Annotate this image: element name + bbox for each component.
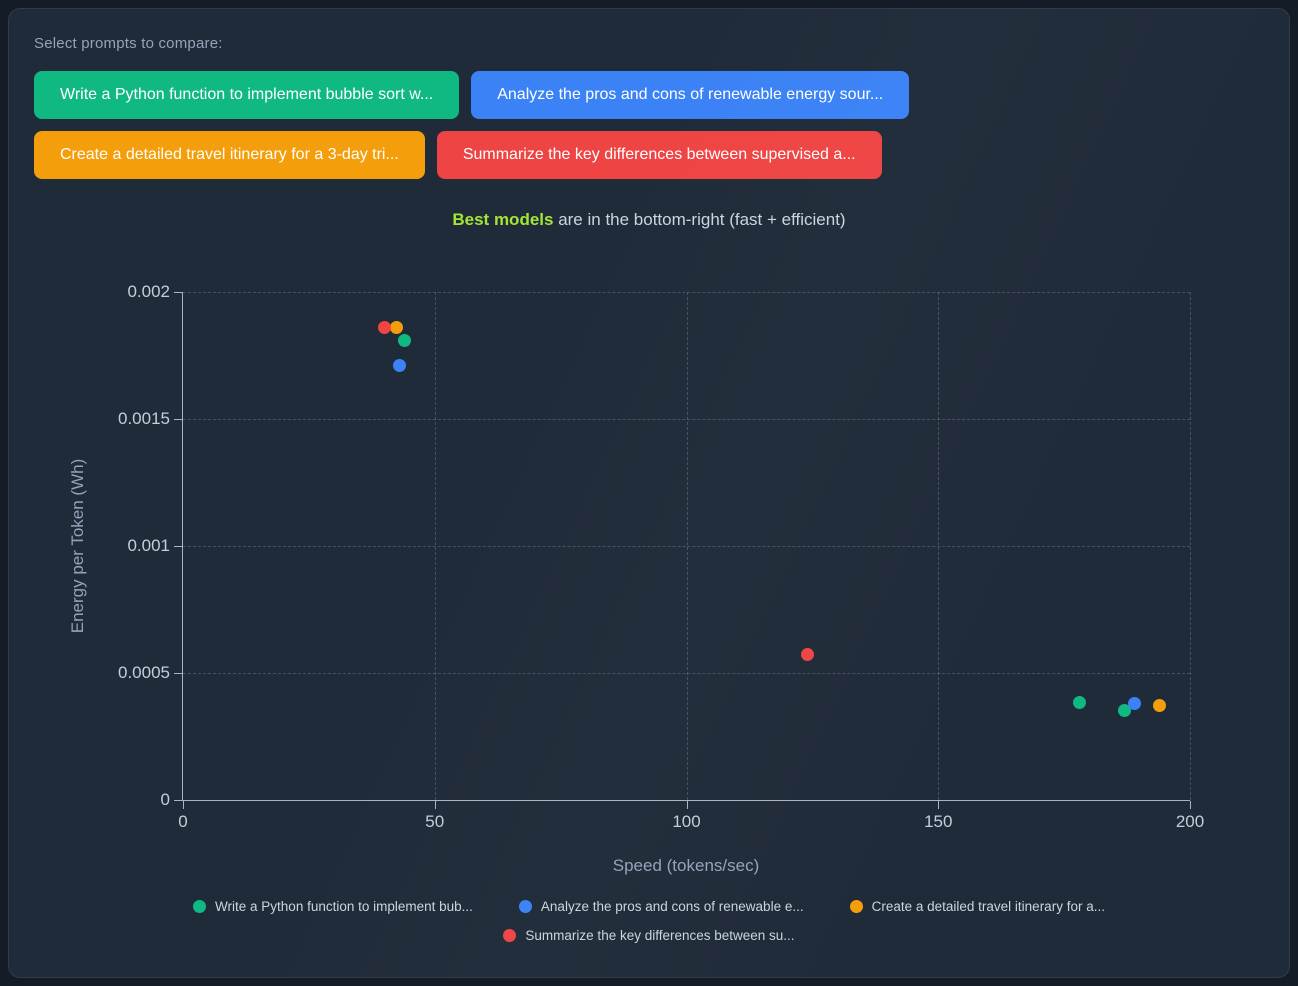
prompt-button-supervised-learning[interactable]: Summarize the key differences between su…	[436, 131, 882, 179]
legend-label: Write a Python function to implement bub…	[215, 899, 473, 914]
legend-swatch	[193, 900, 207, 913]
grid-line-horizontal	[183, 673, 1190, 674]
subtitle-rest: are in the bottom-right (fast + efficien…	[553, 210, 846, 229]
grid-line-vertical	[938, 292, 940, 800]
grid-line-vertical	[434, 292, 436, 800]
grid-line-vertical	[686, 292, 688, 800]
legend-item: Analyze the pros and cons of renewable e…	[518, 899, 804, 914]
y-tick	[174, 419, 182, 420]
x-tick-label: 0	[178, 812, 188, 831]
legend-swatch	[849, 900, 863, 913]
x-tick-label: 100	[672, 812, 701, 831]
legend-label: Create a detailed travel itinerary for a…	[871, 899, 1105, 914]
data-point	[1118, 703, 1132, 717]
subtitle-highlight: Best models	[452, 210, 554, 229]
select-prompts-label: Select prompts to compare:	[34, 35, 223, 52]
prompt-button-travel-itinerary[interactable]: Create a detailed travel itinerary for a…	[34, 131, 425, 179]
legend-item: Write a Python function to implement bub…	[193, 899, 473, 914]
grid-line-horizontal	[183, 292, 1190, 293]
data-point	[393, 359, 406, 373]
y-tick	[174, 800, 182, 801]
prompt-button-row-1: Write a Python function to implement bub…	[34, 71, 910, 119]
y-tick	[174, 673, 182, 674]
data-point	[800, 647, 814, 661]
grid-line-vertical	[1190, 292, 1191, 800]
grid-line-horizontal	[183, 546, 1190, 547]
x-tick-label: 150	[924, 812, 953, 831]
plot-area: 0 50 100 150 200 0 0.0005 0.001 0.0015 0.002	[118, 282, 1204, 831]
prompt-button-renewable-energy[interactable]: Analyze the pros and cons of renewable e…	[471, 71, 910, 119]
x-tick	[938, 801, 940, 809]
app-card: Select prompts to compare: Write a Pytho…	[8, 8, 1290, 978]
chart-subtitle: Best models are in the bottom-right (fas…	[9, 210, 1289, 230]
x-tick-label: 200	[1175, 812, 1205, 831]
prompt-button-row-2: Create a detailed travel itinerary for a…	[34, 131, 882, 179]
y-tick-label: 0.002	[127, 282, 170, 301]
y-tick	[174, 546, 182, 547]
x-tick	[1190, 801, 1191, 809]
chart-legend: Write a Python function to implement bub…	[9, 899, 1289, 943]
x-axis-title: Speed (tokens/sec)	[612, 856, 760, 875]
y-tick	[174, 292, 182, 293]
legend-label: Analyze the pros and cons of renewable e…	[540, 899, 804, 914]
data-point	[1128, 696, 1142, 710]
legend-label: Summarize the key differences between su…	[525, 928, 795, 943]
x-tick	[434, 801, 436, 809]
grid-line-horizontal	[183, 419, 1190, 420]
y-tick-label: 0.0015	[118, 409, 170, 428]
data-point	[390, 321, 404, 335]
x-tick	[686, 801, 688, 809]
data-point	[398, 333, 412, 347]
legend-swatch	[518, 900, 532, 913]
y-axis-title: Energy per Token (Wh)	[68, 458, 87, 634]
legend-swatch	[503, 929, 517, 942]
legend-item: Summarize the key differences between su…	[503, 928, 795, 943]
x-tick	[183, 801, 184, 809]
data-point	[377, 321, 391, 335]
prompt-button-bubble-sort[interactable]: Write a Python function to implement bub…	[34, 71, 460, 119]
legend-item: Create a detailed travel itinerary for a…	[849, 899, 1105, 914]
data-point	[1153, 698, 1167, 712]
y-tick-label: 0	[160, 790, 170, 809]
data-point	[1072, 695, 1086, 709]
x-tick-label: 50	[425, 812, 445, 831]
y-tick-label: 0.0005	[118, 663, 170, 682]
y-tick-label: 0.001	[127, 536, 170, 555]
scatter-chart: Energy per Token (Wh) 0 50 100 150 200 0 0.000…	[9, 9, 1289, 977]
